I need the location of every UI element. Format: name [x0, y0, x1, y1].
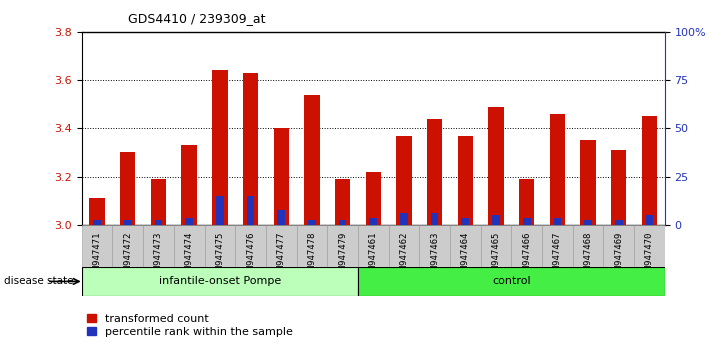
Text: GSM947471: GSM947471 [92, 231, 102, 280]
Bar [90, 198, 105, 225]
Bar [554, 218, 561, 225]
Bar [458, 136, 473, 225]
Bar [604, 225, 634, 267]
Text: GSM947474: GSM947474 [185, 231, 193, 280]
Bar [327, 225, 358, 267]
Bar [235, 225, 266, 267]
Bar [511, 225, 542, 267]
Bar [634, 225, 665, 267]
Text: GSM947475: GSM947475 [215, 231, 225, 280]
Bar [247, 196, 255, 225]
Bar [492, 215, 500, 225]
Text: GSM947469: GSM947469 [614, 231, 624, 280]
Text: GSM947463: GSM947463 [430, 231, 439, 280]
Bar [419, 225, 450, 267]
Bar [216, 196, 224, 225]
Bar [573, 225, 604, 267]
Bar [274, 128, 289, 225]
Bar [212, 70, 228, 225]
Text: GSM947466: GSM947466 [522, 231, 531, 280]
Bar [181, 145, 197, 225]
Bar [243, 73, 258, 225]
Bar [642, 116, 657, 225]
Bar [523, 218, 530, 225]
Bar [370, 218, 377, 225]
Text: control: control [492, 276, 530, 286]
Text: GSM947478: GSM947478 [307, 231, 316, 280]
Bar [154, 220, 162, 225]
Text: GSM947477: GSM947477 [277, 231, 286, 280]
Bar [358, 267, 665, 296]
Text: GSM947473: GSM947473 [154, 231, 163, 280]
Bar [427, 119, 442, 225]
Bar [646, 215, 653, 225]
Bar [580, 141, 596, 225]
Bar [82, 267, 358, 296]
Text: GSM947476: GSM947476 [246, 231, 255, 280]
Text: GSM947464: GSM947464 [461, 231, 470, 280]
Bar [431, 213, 439, 225]
Bar [93, 220, 101, 225]
Bar [173, 225, 205, 267]
Bar [461, 218, 469, 225]
Bar [335, 179, 351, 225]
Text: GSM947472: GSM947472 [123, 231, 132, 280]
Text: GSM947470: GSM947470 [645, 231, 654, 280]
Text: GSM947462: GSM947462 [400, 231, 408, 280]
Bar [266, 225, 296, 267]
Bar [481, 225, 511, 267]
Text: GSM947467: GSM947467 [553, 231, 562, 280]
Bar [120, 153, 136, 225]
Bar [611, 150, 626, 225]
Bar [277, 210, 285, 225]
Text: GSM947465: GSM947465 [491, 231, 501, 280]
Bar [82, 225, 112, 267]
Bar [296, 225, 327, 267]
Bar [358, 225, 389, 267]
Text: GSM947461: GSM947461 [369, 231, 378, 280]
Bar [304, 95, 319, 225]
Bar [365, 172, 381, 225]
Bar [615, 220, 623, 225]
Bar [400, 213, 408, 225]
Bar [112, 225, 143, 267]
Text: disease state: disease state [4, 276, 73, 286]
Bar [542, 225, 573, 267]
Bar [389, 225, 419, 267]
Text: infantile-onset Pompe: infantile-onset Pompe [159, 276, 281, 286]
Bar [205, 225, 235, 267]
Bar [488, 107, 503, 225]
Bar [143, 225, 173, 267]
Text: GSM947468: GSM947468 [584, 231, 592, 280]
Bar [151, 179, 166, 225]
Text: GSM947479: GSM947479 [338, 231, 347, 280]
Bar [550, 114, 565, 225]
Text: GDS4410 / 239309_at: GDS4410 / 239309_at [128, 12, 265, 25]
Legend: transformed count, percentile rank within the sample: transformed count, percentile rank withi… [87, 314, 293, 337]
Bar [308, 220, 316, 225]
Bar [338, 220, 346, 225]
Bar [584, 220, 592, 225]
Bar [124, 220, 132, 225]
Bar [450, 225, 481, 267]
Bar [519, 179, 535, 225]
Bar [186, 218, 193, 225]
Bar [396, 136, 412, 225]
